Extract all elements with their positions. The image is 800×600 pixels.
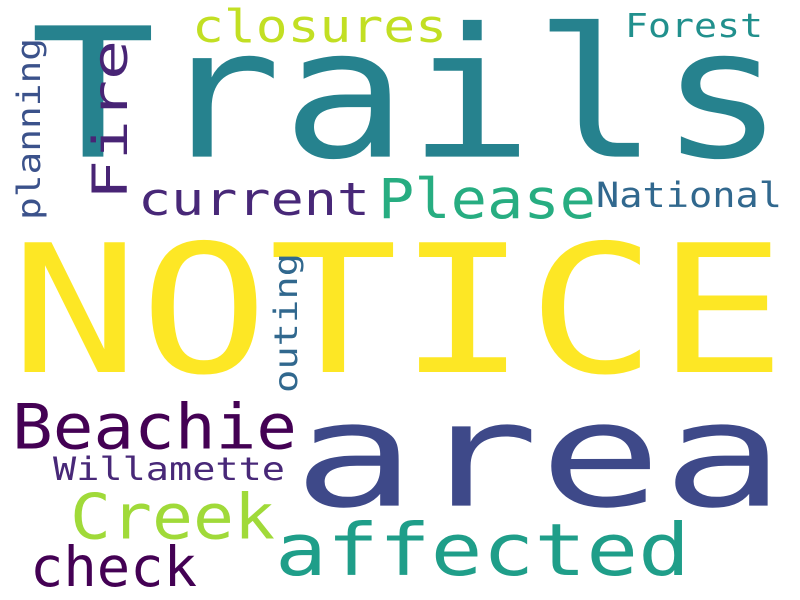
word-trails: Trails: [30, 0, 785, 200]
word-area: area: [293, 371, 785, 541]
word-closures: closures: [192, 0, 447, 53]
word-national: National: [596, 176, 782, 216]
word-beachie: Beachie: [12, 391, 297, 464]
word-please: Please: [378, 168, 596, 232]
word-notice: NOTICE: [10, 206, 786, 415]
word-fire: Fire: [83, 40, 139, 200]
word-affected: affected: [275, 508, 690, 592]
word-creek: Creek: [70, 482, 275, 554]
word-forest: Forest: [625, 7, 763, 46]
word-willamette: Willamette: [53, 450, 285, 488]
word-outing: outing: [267, 253, 305, 393]
word-planning: planning: [10, 38, 48, 220]
word-current: current: [138, 173, 370, 226]
word-check: check: [30, 534, 197, 600]
